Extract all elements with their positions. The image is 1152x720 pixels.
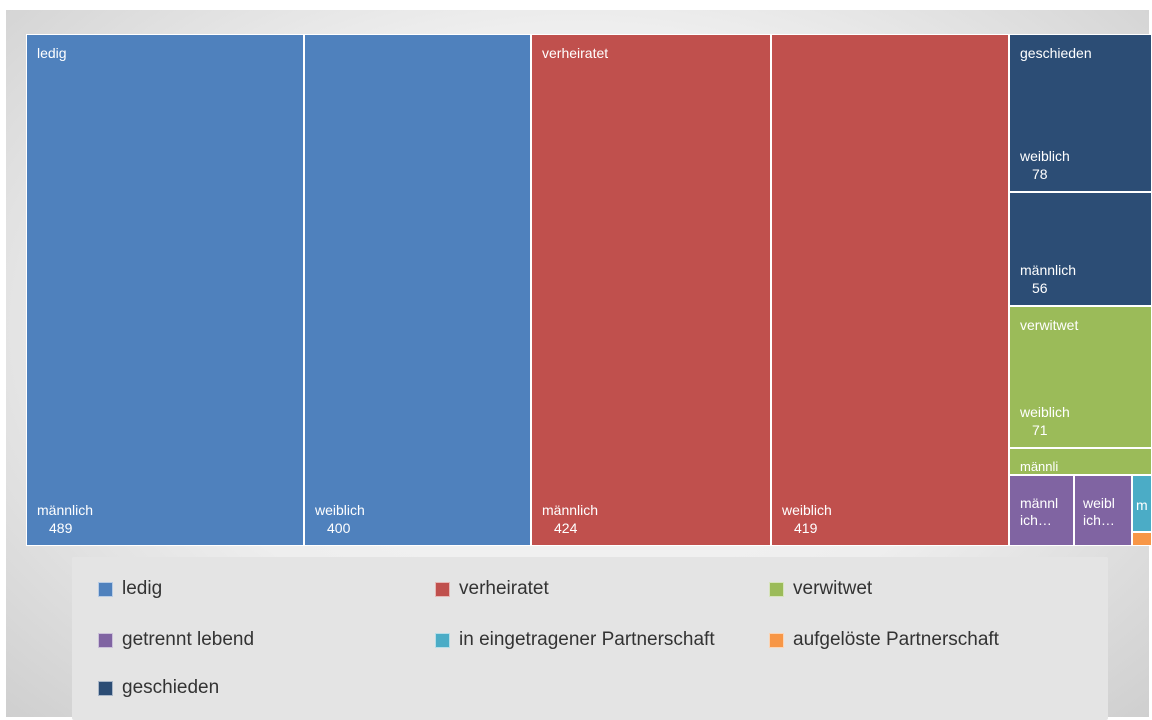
legend-swatch: [435, 633, 450, 648]
legend-label: geschieden: [122, 677, 219, 699]
legend-item-getrennt-lebend[interactable]: getrennt lebend: [98, 628, 254, 652]
legend-label: aufgelöste Partnerschaft: [793, 629, 999, 651]
legend-label: in eingetragener Partnerschaft: [459, 629, 715, 651]
legend-item-ledig[interactable]: ledig: [98, 577, 162, 601]
legend-swatch: [769, 582, 784, 597]
tile-verheiratet-maennlich[interactable]: verheiratet männlich 424: [531, 34, 771, 546]
tile-getrennt-weiblich[interactable]: weibl ich…: [1074, 475, 1132, 546]
tile-sublabel: männl: [1020, 495, 1058, 511]
tile-value: 489: [37, 519, 93, 537]
tile-value: 78: [1020, 165, 1070, 183]
legend-item-eingetragene-partnerschaft[interactable]: in eingetragener Partnerschaft: [435, 628, 715, 652]
tile-sublabel: m: [1136, 497, 1148, 513]
group-label-verheiratet: verheiratet: [542, 45, 608, 62]
tile-sublabel: weibl: [1083, 495, 1115, 511]
group-label-ledig: ledig: [37, 45, 67, 62]
legend-swatch: [769, 633, 784, 648]
tile-geschieden-weiblich[interactable]: geschieden weiblich 78: [1009, 34, 1152, 192]
tile-verheiratet-weiblich[interactable]: weiblich 419: [771, 34, 1009, 546]
legend-swatch: [98, 582, 113, 597]
tile-ledig-weiblich[interactable]: weiblich 400: [304, 34, 531, 546]
legend-label: ledig: [122, 578, 162, 600]
legend-item-aufgeloeste-partnerschaft[interactable]: aufgelöste Partnerschaft: [769, 628, 999, 652]
tile-value: 419: [782, 519, 832, 537]
tile-aufgeloeste-partnerschaft[interactable]: [1132, 532, 1152, 546]
tile-sublabel: männlich: [37, 502, 93, 518]
legend-label: getrennt lebend: [122, 629, 254, 651]
tile-value: 424: [542, 519, 598, 537]
treemap: ledig männlich 489 weiblich 400 verheira…: [26, 34, 1152, 546]
group-label-verwitwet: verwitwet: [1020, 317, 1078, 334]
tile-sublabel: männli: [1020, 459, 1058, 474]
tile-sublabel: weiblich: [315, 502, 365, 518]
legend-item-geschieden[interactable]: geschieden: [98, 676, 219, 700]
legend-label: verheiratet: [459, 578, 549, 600]
tile-value: 400: [315, 519, 365, 537]
tile-sublabel-cont: ich…: [1020, 512, 1052, 528]
tile-verwitwet-maennlich[interactable]: männli: [1009, 448, 1152, 475]
tile-verwitwet-weiblich[interactable]: verwitwet weiblich 71: [1009, 306, 1152, 448]
legend-item-verwitwet[interactable]: verwitwet: [769, 577, 872, 601]
tile-getrennt-maennlich[interactable]: männl ich…: [1009, 475, 1074, 546]
legend-label: verwitwet: [793, 578, 872, 600]
tile-value: 71: [1020, 421, 1070, 439]
tile-sublabel: weiblich: [1020, 404, 1070, 420]
tile-sublabel: weiblich: [782, 502, 832, 518]
tile-sublabel: weiblich: [1020, 148, 1070, 164]
legend: ledig verheiratet verwitwet getrennt leb…: [72, 557, 1108, 720]
tile-geschieden-maennlich[interactable]: männlich 56: [1009, 192, 1152, 306]
legend-swatch: [98, 681, 113, 696]
tile-sublabel: männlich: [1020, 262, 1076, 278]
tile-partnerschaft-maennlich[interactable]: m: [1132, 475, 1152, 532]
legend-swatch: [98, 633, 113, 648]
chart-area: ledig männlich 489 weiblich 400 verheira…: [6, 10, 1149, 717]
tile-sublabel-cont: ich…: [1083, 512, 1115, 528]
tile-sublabel: männlich: [542, 502, 598, 518]
tile-ledig-maennlich[interactable]: ledig männlich 489: [26, 34, 304, 546]
tile-value: 56: [1020, 279, 1076, 297]
legend-swatch: [435, 582, 450, 597]
group-label-geschieden: geschieden: [1020, 45, 1092, 62]
legend-item-verheiratet[interactable]: verheiratet: [435, 577, 549, 601]
